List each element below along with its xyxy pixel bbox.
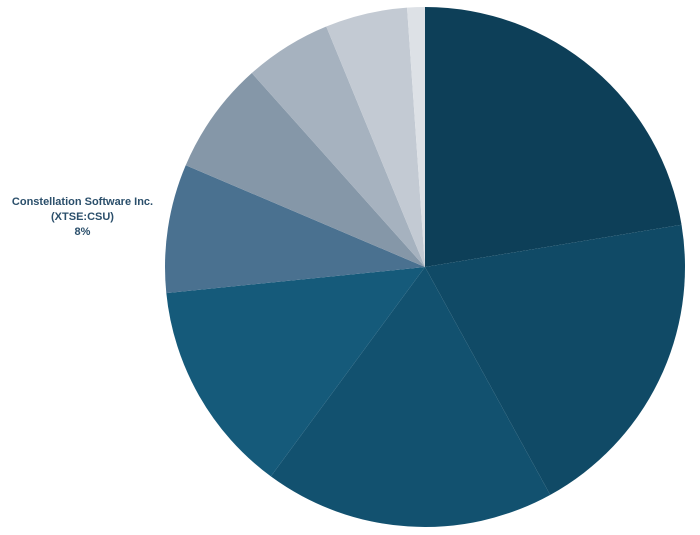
pie-slice	[407, 7, 425, 267]
pie-slice	[166, 267, 425, 477]
pie-slice	[270, 267, 551, 527]
slice-name: Constellation Software Inc. (XTSE:CSU)	[11, 196, 154, 223]
pie-slice	[185, 73, 425, 268]
pie-slice	[164, 165, 425, 294]
pie-slice	[326, 7, 425, 267]
slice-label: Constellation Software Inc. (XTSE:CSU) 8%	[0, 195, 165, 240]
pie-slice	[425, 7, 682, 267]
pie-slice	[425, 224, 685, 495]
pie-slice	[251, 26, 425, 268]
slice-value: 8%	[74, 226, 91, 238]
